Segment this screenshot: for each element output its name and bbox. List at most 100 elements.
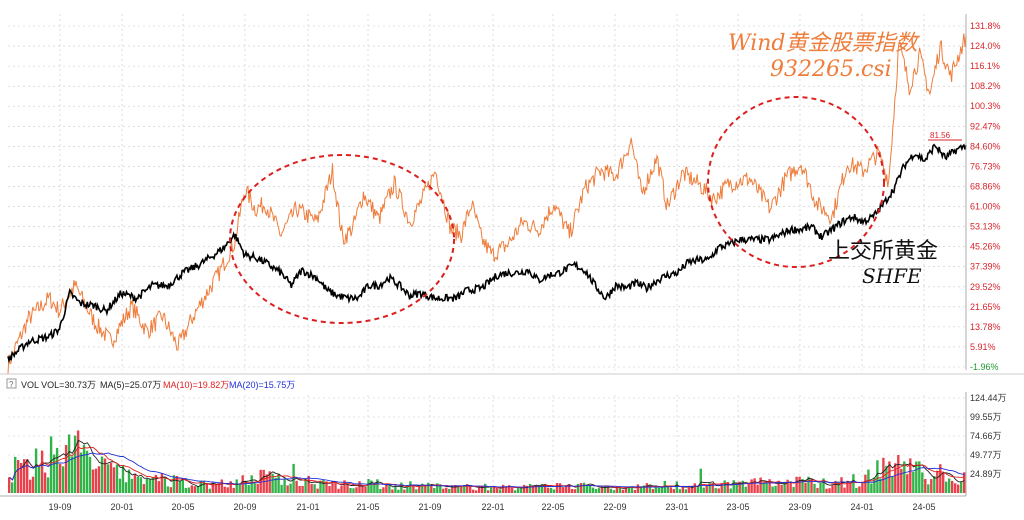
- volume-bar: [687, 485, 690, 493]
- volume-bar: [190, 485, 193, 493]
- volume-bar: [627, 486, 631, 493]
- volume-bar: [202, 481, 205, 493]
- volume-bar: [340, 485, 343, 493]
- y-tick-label: 45.26%: [970, 242, 1001, 252]
- volume-bar: [442, 488, 445, 493]
- volume-bar: [130, 478, 134, 493]
- volume-bar: [759, 477, 762, 493]
- volume-bar: [822, 478, 825, 493]
- volume-bar: [675, 481, 678, 493]
- help-icon[interactable]: [6, 378, 17, 389]
- volume-bar: [930, 479, 933, 493]
- volume-bar: [220, 479, 223, 493]
- volume-bar: [924, 478, 927, 493]
- grid: [8, 14, 966, 493]
- volume-bar: [334, 482, 337, 493]
- shfe-cn-label: 上交所黄金: [828, 238, 938, 263]
- volume-bar: [546, 487, 550, 493]
- y-tick-label: 116.1%: [970, 61, 1000, 71]
- volume-bar: [121, 465, 125, 493]
- volume-bar: [175, 476, 179, 493]
- y-tick-label: 108.2%: [970, 81, 1001, 91]
- volume-bar: [268, 471, 271, 493]
- volume-bar: [385, 484, 388, 493]
- volume-bar: [508, 485, 511, 493]
- volume-bar: [148, 479, 152, 493]
- volume-bar: [469, 485, 472, 493]
- volume-bar: [496, 488, 499, 493]
- volume-bar: [873, 477, 876, 493]
- volume-bar: [430, 485, 433, 493]
- volume-bar: [963, 472, 966, 493]
- volume-bar: [451, 485, 454, 493]
- volume-bar: [448, 488, 451, 493]
- volume-bar: [163, 478, 167, 493]
- volume-bar: [660, 487, 663, 493]
- volume-bar: [280, 484, 283, 493]
- volume-bar: [82, 444, 86, 493]
- volume-bar: [954, 483, 957, 493]
- y-tick-label: 92.47%: [970, 121, 1001, 131]
- volume-bar: [519, 488, 523, 493]
- volume-bar: [223, 486, 226, 493]
- volume-bar: [819, 482, 822, 493]
- y-tick-label: 76.73%: [970, 161, 1001, 171]
- volume-bar: [43, 472, 47, 493]
- volume-bar: [672, 489, 675, 493]
- volume-bar: [933, 476, 936, 493]
- shfe-en-label: SHFE: [862, 264, 922, 288]
- volume-bar: [328, 486, 331, 493]
- y-tick-label: 53.13%: [970, 222, 1001, 232]
- volume-bar: [921, 472, 924, 493]
- volume-bar: [259, 469, 262, 493]
- volume-bar: [20, 463, 23, 493]
- volume-bar: [564, 485, 568, 493]
- volume-bar: [762, 483, 765, 493]
- volume-bar: [726, 482, 729, 493]
- volume-bar: [549, 487, 553, 493]
- volume-bar: [708, 483, 711, 493]
- volume-bar: [948, 478, 951, 493]
- volume-bar: [633, 490, 637, 493]
- volume-bar: [882, 457, 885, 493]
- volume-bar: [337, 488, 340, 493]
- volume-bar: [789, 482, 792, 493]
- y-tick-label: 13.78%: [970, 322, 1001, 332]
- volume-bar: [624, 486, 628, 493]
- volume-bar: [403, 489, 406, 493]
- volume-bar: [151, 476, 155, 493]
- volume-bar: [304, 480, 307, 493]
- volume-bar: [211, 482, 214, 493]
- y-tick-label: 100.3%: [970, 101, 1001, 111]
- volume-bar: [813, 483, 816, 493]
- volume-bar: [621, 489, 625, 493]
- volume-bar: [792, 486, 795, 493]
- volume-bar: [738, 481, 741, 493]
- x-tick-label: 20-05: [171, 502, 194, 512]
- volume-bar: [588, 485, 592, 493]
- volume-bar: [14, 456, 17, 493]
- volume-tick-label: 124.44万: [970, 393, 1007, 403]
- volume-bar: [484, 483, 487, 493]
- volume-bar: [510, 487, 514, 493]
- volume-bar: [382, 487, 385, 493]
- volume-bar: [388, 484, 391, 493]
- volume-bar: [271, 473, 274, 493]
- volume-bar: [696, 486, 699, 493]
- volume-bar: [499, 489, 502, 493]
- series-line-shfe-gold: [7, 143, 967, 364]
- volume-bar: [472, 489, 475, 493]
- volume-bar: [457, 486, 460, 493]
- volume-bar: [771, 486, 774, 493]
- volume-bar: [600, 486, 604, 493]
- volume-bar: [522, 484, 526, 493]
- volume-bar: [352, 488, 355, 493]
- volume-bar: [666, 486, 669, 493]
- volume-bar: [561, 487, 565, 493]
- volume-bar: [277, 473, 280, 493]
- x-tick-label: 20-09: [233, 502, 256, 512]
- volume-bar: [825, 488, 828, 493]
- volume-bar: [900, 468, 903, 493]
